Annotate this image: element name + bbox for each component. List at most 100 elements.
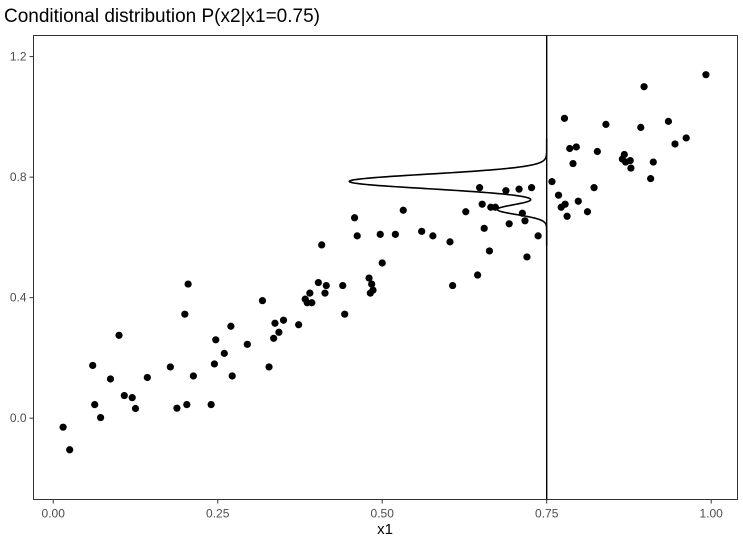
y-tick-label: 0.4 xyxy=(10,291,27,305)
data-point xyxy=(572,143,580,151)
x-tick-label: 0.75 xyxy=(535,507,559,521)
data-point xyxy=(590,184,598,192)
data-point xyxy=(181,310,189,318)
data-point xyxy=(548,178,556,186)
data-point xyxy=(207,400,215,409)
data-point xyxy=(243,340,251,348)
data-point xyxy=(502,187,510,195)
data-point xyxy=(131,404,140,413)
data-point xyxy=(702,71,710,79)
data-point xyxy=(637,123,645,131)
x-tick-label: 1.00 xyxy=(700,507,724,521)
data-point xyxy=(308,299,316,307)
data-point xyxy=(391,230,399,238)
data-point xyxy=(664,117,673,125)
data-point xyxy=(143,373,151,382)
data-point xyxy=(647,175,655,183)
data-point xyxy=(515,185,523,193)
data-point xyxy=(682,134,690,142)
data-point xyxy=(350,214,359,222)
data-point xyxy=(554,191,563,199)
data-point xyxy=(321,289,329,297)
data-point xyxy=(474,271,482,279)
data-point xyxy=(446,238,454,246)
chart-title: Conditional distribution P(x2|x1=0.75) xyxy=(4,6,320,27)
data-point xyxy=(523,253,531,261)
data-point xyxy=(318,241,326,249)
plot-panel xyxy=(33,35,738,500)
data-point xyxy=(314,278,322,287)
data-point xyxy=(627,164,635,172)
data-point xyxy=(376,230,384,238)
x-axis: 0.00 0.25 0.50 0.75 1.00 xyxy=(42,499,724,521)
y-tick-label: 0.0 xyxy=(10,411,27,425)
data-point xyxy=(228,372,236,380)
data-point xyxy=(368,280,376,288)
data-point xyxy=(295,321,303,329)
data-point xyxy=(91,400,99,409)
data-point xyxy=(671,140,679,148)
data-point xyxy=(115,331,123,339)
data-point xyxy=(462,208,470,216)
data-point xyxy=(258,297,267,305)
x-tick-label: 0.25 xyxy=(206,507,230,521)
data-point xyxy=(378,259,386,267)
data-point xyxy=(212,336,220,344)
data-point xyxy=(66,446,74,454)
data-point xyxy=(339,281,347,290)
data-point xyxy=(574,197,582,205)
data-point xyxy=(560,114,569,122)
data-points xyxy=(59,71,710,454)
data-point xyxy=(128,394,136,402)
data-point xyxy=(270,334,278,342)
data-point xyxy=(640,83,648,91)
data-point xyxy=(120,391,128,400)
data-point xyxy=(369,286,377,294)
x-axis-title: x1 xyxy=(377,521,393,538)
data-point xyxy=(602,120,610,128)
data-point xyxy=(649,158,657,166)
data-point xyxy=(478,200,486,208)
data-point xyxy=(593,147,601,156)
data-point xyxy=(399,206,407,214)
data-point xyxy=(271,319,279,327)
data-point xyxy=(418,227,426,235)
data-point xyxy=(227,322,235,330)
data-point xyxy=(89,361,97,370)
data-point xyxy=(59,423,67,431)
x-tick-label: 0.50 xyxy=(371,507,395,521)
y-tick-label: 0.8 xyxy=(10,170,27,184)
data-point xyxy=(449,281,457,290)
conditional-density-curve xyxy=(348,137,548,247)
data-point xyxy=(279,316,288,324)
data-point xyxy=(563,212,571,220)
data-point xyxy=(173,404,181,412)
data-point xyxy=(306,289,314,297)
data-point xyxy=(569,159,577,168)
data-point xyxy=(485,247,494,255)
data-point xyxy=(429,232,437,240)
data-point xyxy=(322,281,330,290)
data-point xyxy=(275,328,283,336)
data-point xyxy=(521,217,529,225)
data-point xyxy=(353,232,361,240)
data-point xyxy=(583,208,592,216)
y-axis: 0.0 0.4 0.8 1.2 xyxy=(10,50,34,425)
data-point xyxy=(475,184,484,192)
data-point xyxy=(561,200,569,208)
data-point xyxy=(620,150,628,159)
data-point xyxy=(210,360,219,368)
data-point xyxy=(480,224,488,232)
x-tick-label: 0.00 xyxy=(42,507,66,521)
data-point xyxy=(341,310,349,318)
data-point xyxy=(265,363,273,371)
data-point xyxy=(166,363,174,371)
data-point xyxy=(184,280,192,288)
data-point xyxy=(106,375,115,383)
data-point xyxy=(626,156,634,165)
data-point xyxy=(97,413,105,422)
data-point xyxy=(365,274,373,282)
data-point xyxy=(527,184,536,192)
y-tick-label: 1.2 xyxy=(10,50,27,64)
